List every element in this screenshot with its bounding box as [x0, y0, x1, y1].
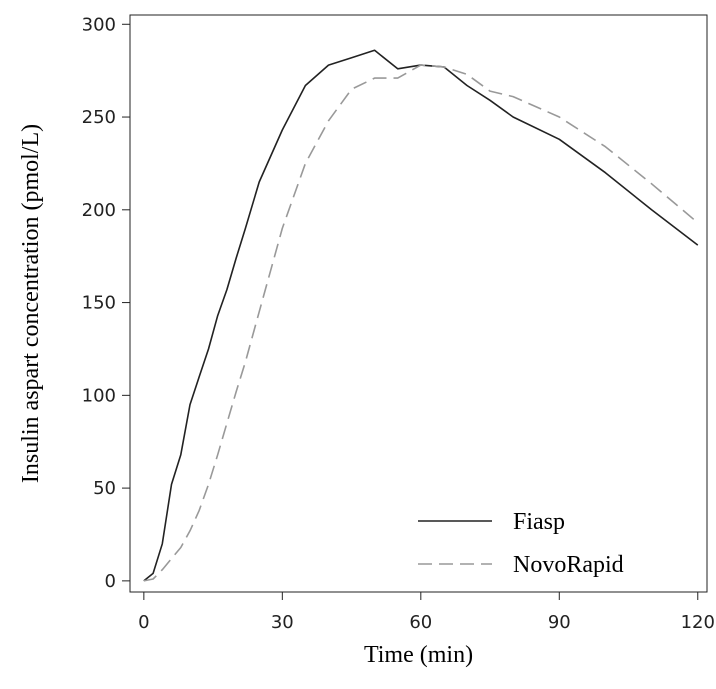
x-axis-title: Time (min) [364, 642, 473, 668]
y-axis-title: Insulin aspart concentration (pmol/L) [18, 124, 44, 483]
y-tick-label: 300 [82, 14, 116, 35]
series-line-fiasp [143, 49, 699, 582]
y-tick-label: 100 [82, 385, 116, 406]
y-tick-label: 250 [82, 107, 116, 128]
y-tick-label: 0 [105, 571, 116, 592]
y-tick-label: 150 [82, 293, 116, 314]
x-tick-label: 30 [271, 612, 294, 633]
y-tick-label: 200 [82, 200, 116, 221]
series-line-novorapid [143, 64, 699, 582]
x-tick-label: 0 [138, 612, 149, 633]
plot-frame [129, 14, 708, 593]
y-tick-label: 50 [93, 478, 116, 499]
x-tick-label: 60 [409, 612, 432, 633]
legend-label-fiasp: Fiasp [513, 509, 565, 535]
x-tick-label: 120 [681, 612, 715, 633]
legend: Fiasp NovoRapid [418, 509, 624, 578]
x-tick-label: 90 [548, 612, 571, 633]
legend-label-novorapid: NovoRapid [513, 552, 624, 578]
